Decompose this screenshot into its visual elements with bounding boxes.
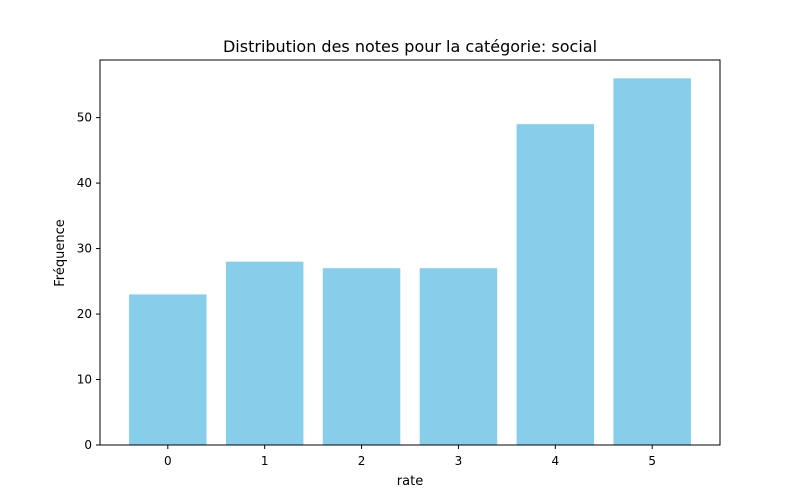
bar-5	[613, 78, 691, 445]
y-tick-label: 10	[77, 373, 92, 387]
bar-4	[516, 124, 595, 446]
y-tick-label: 0	[84, 438, 92, 452]
bar-0	[129, 294, 207, 445]
y-tick-label: 50	[77, 111, 92, 125]
y-tick-label: 40	[77, 176, 92, 190]
x-tick-label: 1	[261, 454, 269, 468]
x-tick-label: 3	[455, 454, 463, 468]
bars-layer	[129, 78, 691, 446]
chart-title: Distribution des notes pour la catégorie…	[223, 37, 597, 56]
axes-layer	[99, 59, 721, 446]
x-tick-label: 4	[551, 454, 559, 468]
plot-frame	[99, 59, 721, 446]
y-axis-label: Fréquence	[53, 219, 68, 286]
x-tick-label: 0	[164, 454, 172, 468]
x-axis-label: rate	[397, 474, 423, 489]
bar-3	[419, 268, 498, 445]
y-tick-label: 20	[77, 307, 92, 321]
y-tick-label: 30	[77, 242, 92, 256]
x-tick-label: 5	[648, 454, 656, 468]
x-tick-label: 2	[358, 454, 366, 468]
bar-1	[225, 261, 304, 445]
bar-2	[322, 268, 401, 445]
